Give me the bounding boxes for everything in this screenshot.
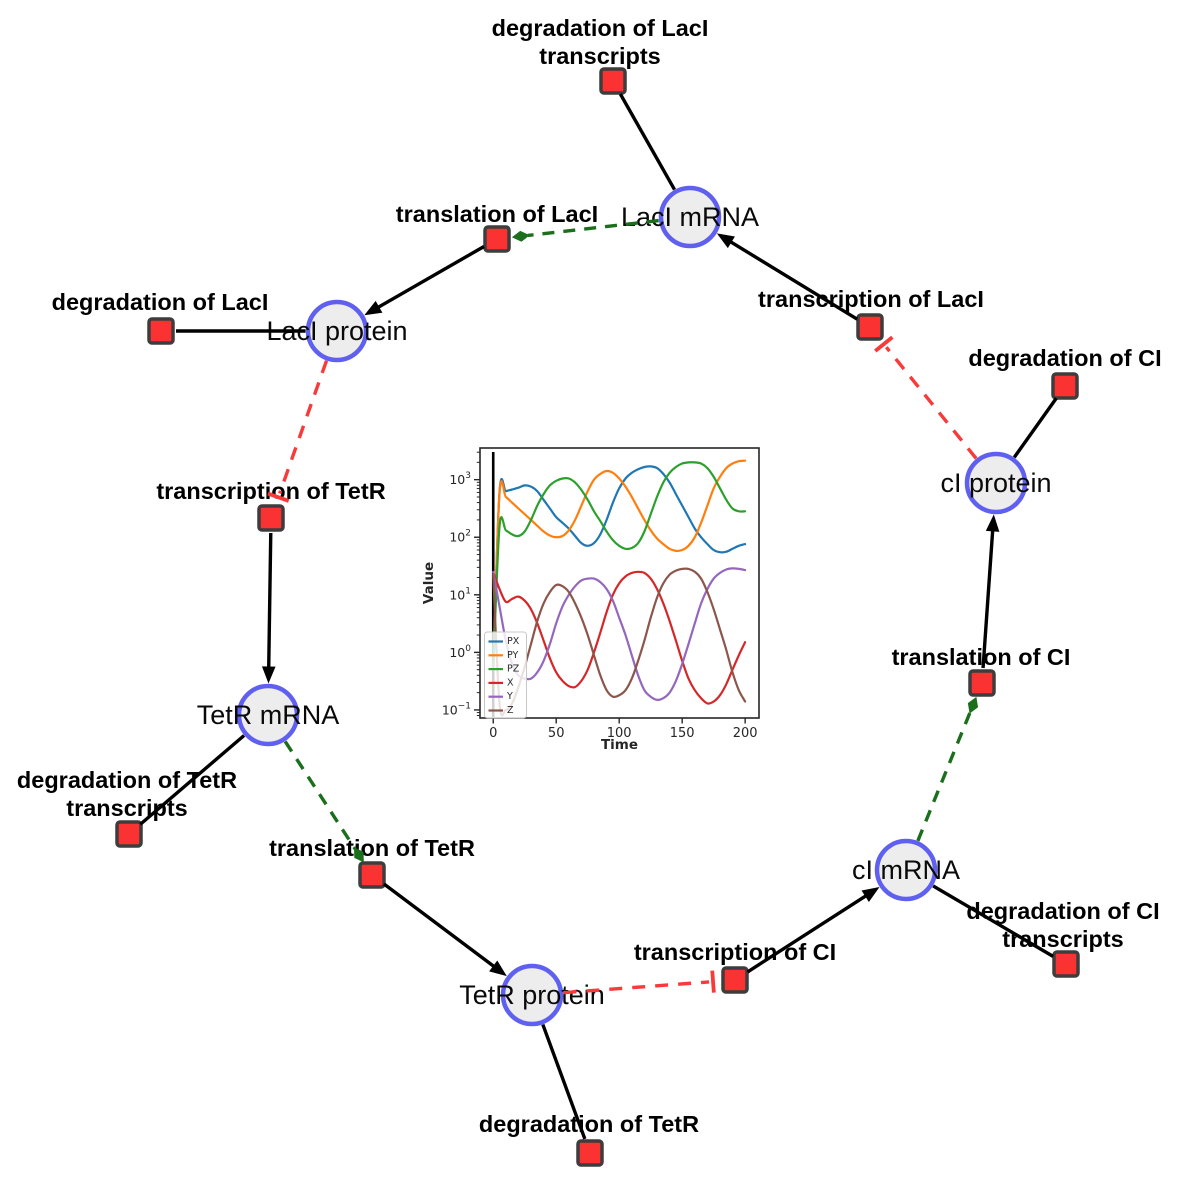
edge-txn-tetr-to-tetr-mrna: [266, 532, 273, 672]
edge-tetr-mrna-to-deg-tetr-tx: [139, 734, 246, 826]
y-tick-label: 10−1: [442, 701, 471, 717]
reaction-label-deg-laci-tx-line1: degradation of LacI: [492, 15, 709, 41]
edge-tetr-mrna-to-transl-tetr-diamond-icon: [354, 847, 364, 863]
edge-transl-laci-to-laci-protein: [373, 245, 485, 311]
y-tick-label: 103: [449, 471, 471, 487]
edge-txn-tetr-to-tetr-mrna-arrowhead-icon: [261, 666, 276, 684]
edge-tetr-protein-to-deg-tetr: [541, 1023, 587, 1140]
edge-laci-protein-to-txn-tetr: [278, 360, 329, 495]
species-label-tetr-mrna: TetR mRNA: [197, 700, 340, 730]
edge-laci-mrna-to-deg-laci-tx: [618, 93, 676, 191]
species-label-ci-protein: cI protein: [940, 468, 1051, 498]
edge-layer: [139, 93, 1058, 1140]
species-node-ci-protein: [964, 451, 1028, 515]
node-layer: [115, 67, 1080, 1167]
edge-transl-laci-to-laci-protein-arrowhead-icon: [364, 300, 383, 316]
edge-laci-mrna-to-transl-laci-diamond-icon: [511, 230, 530, 242]
legend-label-Y: Y: [506, 691, 513, 702]
species-node-tetr-protein: [500, 963, 564, 1027]
species-label-laci-mrna: LacI mRNA: [621, 202, 759, 232]
edge-txn-laci-to-laci-mrna-arrowhead-icon: [716, 233, 735, 249]
plot-y-axis: 10−1 100 101 102 103 Value: [421, 451, 480, 717]
reaction-node-deg-ci-tx: [1052, 950, 1080, 978]
species-node-laci-protein: [305, 299, 369, 363]
reaction-label-transl-ci: translation of CI: [892, 644, 1071, 670]
y-tick-label: 101: [449, 586, 471, 602]
edge-transl-ci-to-ci-protein-arrowhead-icon: [985, 514, 1000, 532]
reaction-node-deg-tetr-tx: [115, 820, 143, 848]
species-label-tetr-protein: TetR protein: [459, 980, 605, 1010]
species-label-ci-mrna: cI mRNA: [852, 855, 960, 885]
x-tick-label: 100: [607, 726, 632, 741]
plot-x-axis: 0 50 100 150 200 Time: [489, 718, 758, 753]
plot-series-Z: [492, 567, 747, 717]
legend-label-PZ: PZ: [507, 664, 520, 675]
legend-label-Z: Z: [507, 705, 514, 716]
reaction-label-deg-laci-tx-line2: transcripts: [539, 43, 660, 69]
edge-transl-tetr-to-tetr-protein-arrowhead-icon: [489, 960, 507, 977]
reaction-label-deg-ci: degradation of CI: [968, 345, 1161, 371]
reaction-node-transl-tetr: [358, 861, 386, 889]
plot-series-PX: [492, 465, 747, 671]
reaction-label-txn-laci: transcription of LacI: [758, 286, 984, 312]
edge-tetr-protein-to-txn-ci-tbar-icon: [710, 970, 716, 993]
species-node-tetr-mrna: [236, 683, 300, 747]
legend-label-PX: PX: [507, 636, 520, 647]
edge-tetr-protein-to-txn-ci: [563, 980, 710, 995]
edge-ci-mrna-to-deg-ci-tx: [932, 884, 1054, 958]
legend-label-X: X: [507, 677, 514, 688]
reaction-node-transl-ci: [968, 669, 996, 697]
edge-ci-protein-to-txn-laci: [885, 346, 978, 460]
edge-txn-ci-to-ci-mrna: [746, 892, 871, 974]
edge-transl-tetr-to-tetr-protein: [382, 882, 499, 971]
reaction-label-transl-laci: translation of LacI: [396, 201, 598, 227]
species-node-ci-mrna: [874, 838, 938, 902]
x-tick-label: 150: [670, 726, 695, 741]
reaction-label-deg-laci: degradation of LacI: [52, 289, 269, 315]
y-tick-label: 102: [449, 529, 471, 545]
edge-txn-laci-to-laci-mrna: [726, 238, 859, 321]
inset-plot: 0 50 100 150 200Time10−1100101102103ValuePXP…: [421, 447, 760, 753]
plot-series-Y: [492, 567, 747, 701]
plot-series-PZ: [492, 461, 747, 671]
x-tick-label: 50: [548, 726, 565, 741]
edge-laci-mrna-to-transl-laci: [527, 218, 659, 238]
legend-label-PY: PY: [507, 650, 519, 661]
plot-series-group: [492, 459, 747, 717]
reaction-node-deg-laci: [147, 317, 175, 345]
reaction-label-txn-tetr: transcription of TetR: [156, 478, 385, 504]
edge-ci-protein-to-deg-ci: [1012, 397, 1058, 459]
species-node-laci-mrna: [658, 185, 722, 249]
reaction-label-txn-ci: transcription of CI: [634, 939, 836, 965]
x-tick-label: 200: [733, 726, 758, 741]
reaction-node-txn-laci: [856, 313, 884, 341]
edge-txn-ci-to-ci-mrna-arrowhead-icon: [861, 887, 880, 902]
edge-ci-mrna-to-transl-ci-diamond-icon: [967, 696, 979, 714]
reaction-node-txn-ci: [721, 966, 749, 994]
reaction-node-deg-tetr: [576, 1139, 604, 1167]
plot-series-X: [492, 570, 747, 705]
reaction-node-deg-laci-tx: [599, 67, 627, 95]
edge-ci-protein-to-txn-laci-tbar-icon: [874, 335, 894, 353]
y-tick-label: 100: [449, 644, 471, 660]
reaction-label-transl-tetr: translation of TetR: [269, 835, 475, 861]
edge-laci-protein-to-txn-tetr-tbar-icon: [267, 491, 290, 503]
edge-ci-mrna-to-transl-ci: [916, 711, 972, 842]
reaction-node-txn-tetr: [257, 504, 285, 532]
y-axis-label: Value: [421, 562, 437, 604]
reaction-node-deg-ci: [1051, 372, 1079, 400]
reaction-label-deg-tetr: degradation of TetR: [479, 1111, 699, 1137]
plot-legend: PX PY PZ XYZ: [484, 631, 527, 719]
reaction-label-deg-ci-tx-line1: degradation of CI: [966, 898, 1159, 924]
x-axis-label: Time: [601, 737, 638, 753]
legend-box: [484, 631, 527, 719]
edge-transl-ci-to-ci-protein: [981, 526, 995, 669]
edge-tetr-mrna-to-transl-tetr: [283, 740, 357, 850]
reaction-node-transl-laci: [483, 225, 511, 253]
x-tick-label: 0: [489, 726, 497, 741]
